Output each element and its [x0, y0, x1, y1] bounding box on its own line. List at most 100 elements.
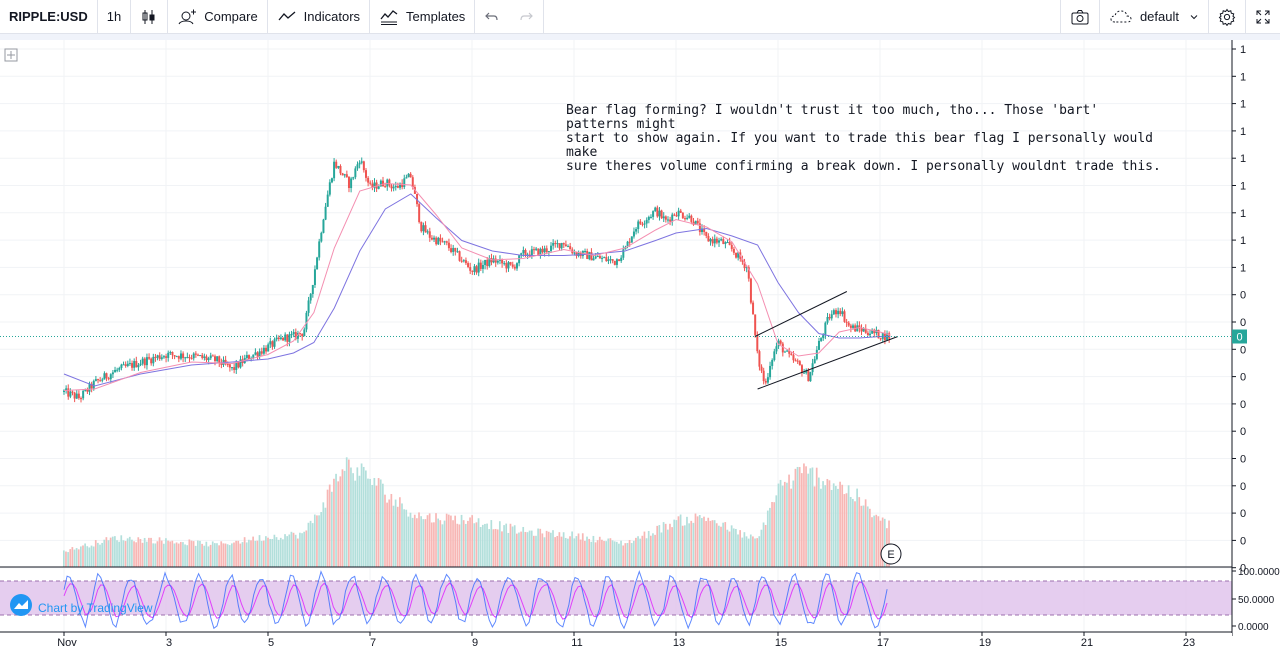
volume-bar: [615, 541, 618, 567]
volume-bar: [775, 495, 778, 567]
candle-body: [265, 347, 268, 352]
candle-body: [262, 347, 265, 354]
event-marker[interactable]: E: [880, 543, 902, 565]
candle-body: [407, 173, 410, 178]
volume-bar: [526, 532, 529, 567]
settings-button[interactable]: [1209, 0, 1246, 34]
volume-bar: [573, 538, 576, 567]
volume-bar: [469, 517, 471, 567]
candle-body: [573, 252, 576, 254]
candle-body: [456, 251, 459, 253]
compare-button[interactable]: Compare: [168, 0, 268, 34]
price-axis-label: 0: [1240, 372, 1246, 384]
candle-body: [345, 174, 348, 178]
candle-body: [228, 364, 231, 368]
stochastic-band: [0, 581, 1232, 615]
candle-body: [530, 249, 533, 257]
time-axis-background: [0, 633, 1232, 650]
candle-body: [80, 398, 83, 400]
candle-body: [454, 247, 457, 252]
volume-bar: [277, 539, 280, 567]
candle-body: [879, 338, 882, 340]
time-axis[interactable]: Nov 3 5 7 9 11 13 15 17 19 21 23: [57, 632, 1195, 649]
volume-bar: [705, 521, 707, 567]
volume-bar: [577, 533, 580, 567]
fullscreen-button[interactable]: [1246, 0, 1280, 34]
candle-body: [84, 389, 87, 391]
indicators-button[interactable]: Indicators: [268, 0, 371, 34]
candle-body: [103, 373, 106, 380]
volume-bar: [99, 544, 101, 567]
volume-bar: [539, 528, 542, 567]
candle-body: [701, 228, 704, 233]
volume-bar: [254, 540, 257, 567]
candle-body: [711, 239, 714, 244]
volume-bar: [158, 537, 161, 567]
candle-body: [401, 183, 404, 188]
volume-bar: [126, 538, 129, 567]
candle-body: [184, 357, 187, 359]
upper-trendline[interactable]: [754, 291, 848, 337]
volume-bar: [852, 498, 854, 567]
chart-style-button[interactable]: [131, 0, 169, 34]
volume-bar: [790, 488, 793, 567]
candle-body: [135, 360, 138, 368]
layout-selector[interactable]: default: [1100, 0, 1209, 34]
volume-bar: [815, 467, 818, 567]
volume-bar: [564, 537, 567, 567]
lower-trendline[interactable]: [757, 336, 899, 390]
candle-body: [869, 333, 872, 336]
volume-bar: [120, 535, 123, 567]
candle-body: [311, 284, 314, 294]
candle-body: [598, 256, 601, 259]
candle-body: [260, 351, 263, 354]
volume-bar: [554, 537, 556, 567]
volume-bar: [294, 534, 297, 567]
redo-button[interactable]: [509, 0, 545, 34]
volume-bar: [86, 546, 89, 567]
chart-text-annotation[interactable]: Bear flag forming? I wouldn't trust it t…: [566, 103, 1161, 174]
volume-bar: [720, 526, 722, 567]
volume-bar: [222, 543, 225, 567]
candle-body: [343, 174, 346, 176]
candle-body: [845, 321, 848, 323]
price-axis-label: 0: [1240, 563, 1246, 575]
volume-bar: [320, 512, 323, 567]
candle-body: [490, 258, 493, 263]
candle-body: [137, 365, 140, 368]
price-axis-label: 1: [1240, 126, 1246, 138]
symbol-selector[interactable]: RIPPLE:USD: [0, 0, 98, 34]
candle-body: [686, 217, 689, 219]
add-pane-button[interactable]: [4, 48, 18, 62]
tradingview-watermark[interactable]: Chart by TradingView: [10, 594, 153, 621]
volume-bar: [649, 535, 652, 567]
volume-bar: [386, 502, 388, 567]
volume-bar: [211, 541, 214, 567]
interval-selector[interactable]: 1h: [98, 0, 132, 34]
templates-button[interactable]: Templates: [370, 0, 476, 34]
candle-body: [864, 328, 867, 333]
candle-body: [722, 239, 725, 244]
volume-bar: [832, 483, 835, 567]
volume-bar: [175, 542, 178, 567]
candle-body: [467, 263, 470, 268]
candle-body: [226, 364, 229, 366]
candle-body: [860, 328, 863, 332]
undo-button[interactable]: [475, 0, 509, 34]
candle-body: [86, 389, 89, 392]
volume-bar: [439, 520, 442, 567]
candle-body: [683, 218, 686, 220]
volume-bar: [303, 531, 306, 567]
candle-body: [173, 355, 176, 357]
candle-body: [679, 210, 682, 213]
volume-bar: [798, 467, 801, 567]
volume-bar: [173, 543, 176, 567]
volume-bar: [299, 532, 301, 567]
volume-bar: [547, 531, 550, 567]
screenshot-button[interactable]: [1059, 0, 1100, 34]
candle-body: [384, 186, 387, 188]
volume-bar: [307, 522, 310, 567]
candle-body: [441, 241, 444, 243]
